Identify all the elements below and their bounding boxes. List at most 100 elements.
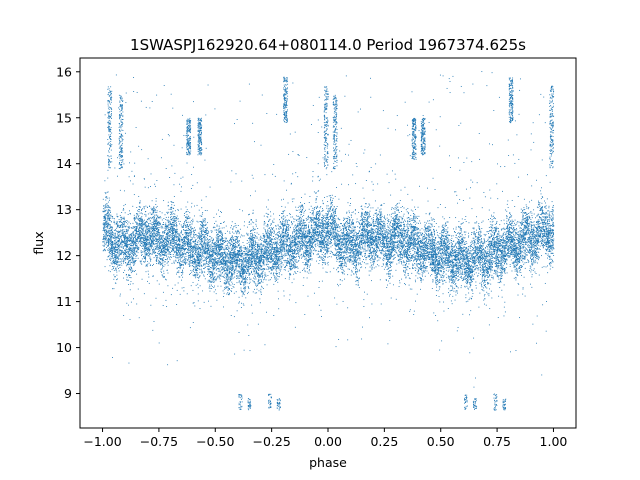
data-point bbox=[135, 238, 137, 240]
data-point bbox=[546, 213, 548, 215]
data-point bbox=[261, 246, 263, 248]
data-point bbox=[446, 242, 448, 244]
data-point bbox=[172, 220, 174, 222]
data-point bbox=[157, 230, 159, 232]
data-point bbox=[470, 254, 472, 256]
data-point bbox=[394, 211, 396, 213]
data-point bbox=[488, 265, 490, 267]
data-point bbox=[136, 228, 138, 230]
data-point bbox=[146, 226, 148, 228]
data-point bbox=[310, 243, 312, 245]
data-point bbox=[365, 235, 367, 237]
data-point bbox=[161, 252, 163, 254]
data-point bbox=[410, 228, 412, 230]
data-point bbox=[221, 260, 223, 262]
data-point bbox=[457, 280, 459, 281]
data-point bbox=[218, 274, 220, 276]
data-point bbox=[498, 254, 500, 256]
data-point bbox=[391, 227, 393, 229]
data-point bbox=[284, 261, 286, 263]
data-point bbox=[459, 235, 461, 237]
data-point bbox=[217, 275, 219, 277]
data-point bbox=[501, 251, 503, 253]
data-point bbox=[217, 252, 219, 254]
data-point bbox=[326, 207, 328, 209]
data-point bbox=[386, 250, 388, 252]
data-point bbox=[319, 250, 321, 252]
data-point bbox=[537, 225, 539, 227]
data-point bbox=[364, 223, 366, 225]
data-point bbox=[257, 261, 259, 263]
data-point bbox=[162, 257, 164, 259]
data-point bbox=[277, 248, 278, 250]
data-point bbox=[267, 213, 269, 215]
data-point bbox=[446, 231, 448, 233]
data-point bbox=[212, 268, 214, 270]
data-point bbox=[136, 241, 138, 243]
data-point bbox=[273, 268, 275, 270]
data-point bbox=[432, 241, 434, 243]
data-point bbox=[261, 285, 262, 287]
data-point bbox=[512, 258, 514, 259]
data-point bbox=[535, 233, 537, 235]
data-point bbox=[311, 216, 313, 218]
data-point bbox=[354, 251, 356, 252]
data-point bbox=[157, 233, 159, 235]
data-point bbox=[394, 206, 396, 208]
data-point bbox=[184, 256, 185, 258]
data-point bbox=[436, 259, 438, 260]
data-point bbox=[475, 269, 477, 271]
data-point bbox=[180, 261, 182, 263]
data-point bbox=[159, 211, 161, 213]
data-point bbox=[462, 278, 464, 280]
data-point bbox=[325, 240, 327, 242]
data-point bbox=[314, 227, 316, 229]
data-point bbox=[221, 259, 223, 261]
data-point bbox=[434, 265, 436, 267]
data-point bbox=[466, 264, 468, 266]
data-point bbox=[251, 253, 252, 255]
data-point bbox=[364, 255, 366, 257]
data-point bbox=[505, 242, 507, 244]
data-point bbox=[151, 249, 153, 251]
data-point bbox=[544, 220, 545, 222]
data-point bbox=[495, 262, 497, 264]
data-point bbox=[322, 229, 324, 231]
data-point bbox=[529, 270, 531, 272]
data-point bbox=[477, 258, 479, 260]
data-point bbox=[481, 276, 483, 278]
data-point bbox=[315, 213, 317, 215]
data-point bbox=[201, 247, 203, 249]
data-point bbox=[399, 228, 400, 230]
data-point bbox=[472, 259, 474, 261]
data-point bbox=[527, 250, 529, 252]
data-point bbox=[457, 242, 459, 244]
data-point bbox=[432, 250, 434, 252]
data-point bbox=[488, 219, 489, 221]
data-point bbox=[356, 237, 357, 239]
data-point bbox=[516, 268, 517, 270]
data-point bbox=[177, 257, 179, 259]
data-point bbox=[161, 225, 163, 227]
data-point bbox=[165, 259, 167, 260]
data-point bbox=[258, 251, 259, 253]
data-point bbox=[433, 259, 434, 261]
data-point bbox=[227, 269, 229, 271]
data-point bbox=[165, 249, 167, 251]
data-point bbox=[172, 248, 174, 250]
data-point bbox=[191, 260, 193, 261]
data-point bbox=[455, 294, 457, 296]
data-point bbox=[173, 243, 175, 244]
data-point bbox=[216, 224, 218, 226]
data-point bbox=[440, 264, 442, 266]
data-point bbox=[310, 263, 311, 265]
data-point bbox=[353, 254, 355, 256]
data-point bbox=[154, 246, 156, 248]
data-point bbox=[156, 212, 158, 213]
data-point bbox=[226, 252, 228, 254]
data-point bbox=[158, 262, 160, 263]
data-point bbox=[108, 209, 110, 211]
data-point bbox=[128, 252, 130, 254]
data-point bbox=[359, 241, 361, 243]
data-point bbox=[397, 225, 399, 227]
